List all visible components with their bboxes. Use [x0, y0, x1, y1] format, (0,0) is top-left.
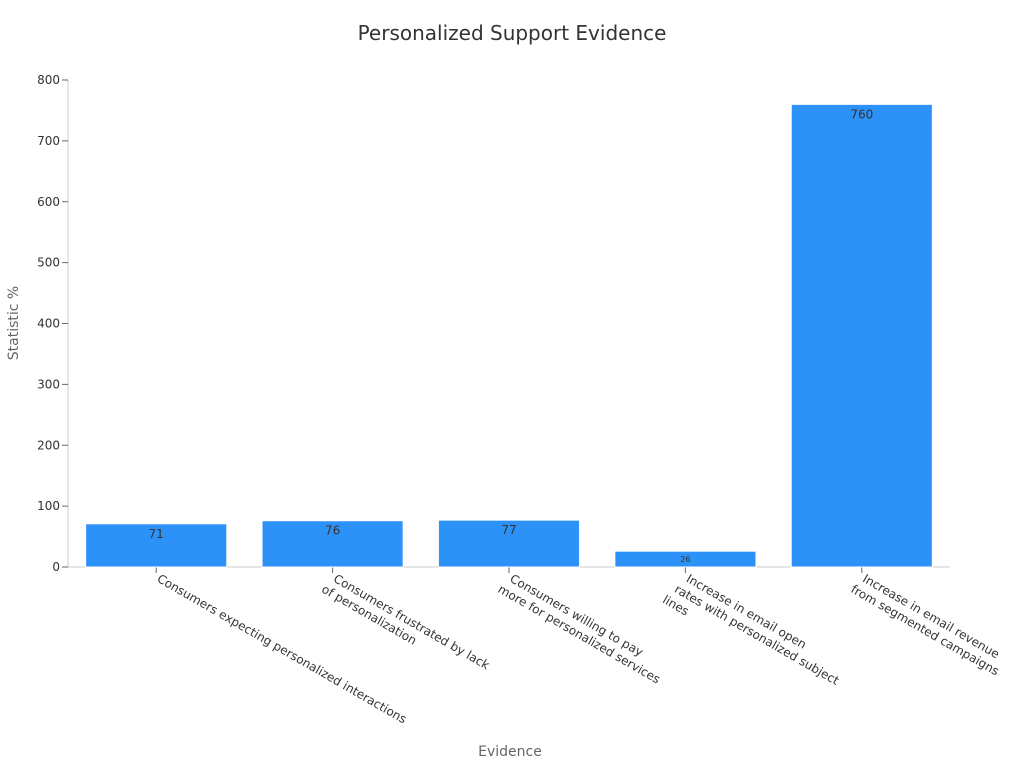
x-category-label: Consumers willing to paymore for persona…: [496, 569, 670, 686]
x-axis: [68, 566, 950, 573]
bar-data-label: 760: [850, 107, 873, 121]
bar: [790, 103, 933, 568]
y-tick-label: 800: [37, 73, 60, 87]
y-tick-label: 700: [37, 134, 60, 148]
y-tick-label: 0: [52, 560, 60, 574]
y-axis: 0 100 200 300 400 500 600 700 800: [37, 73, 69, 574]
bar: [437, 519, 581, 568]
x-category-label: Increase in email revenuefrom segmented …: [848, 569, 1009, 678]
bar-data-label: 76: [325, 524, 340, 538]
chart-title: Personalized Support Evidence: [358, 21, 667, 45]
y-tick-label: 100: [37, 499, 60, 513]
bar: [85, 523, 228, 568]
category-labels-group: Consumers expecting personalized interac…: [155, 566, 1009, 726]
y-axis-title: Statistic %: [6, 286, 22, 360]
bar: [261, 520, 404, 568]
bar-data-label: 77: [501, 523, 516, 537]
y-tick-label: 200: [37, 438, 60, 452]
x-category-label: Increase in email openrates with persona…: [660, 566, 849, 700]
bars-group: [85, 103, 933, 568]
y-tick-label: 600: [37, 195, 60, 209]
y-tick-label: 300: [37, 377, 60, 391]
y-tick-label: 400: [37, 317, 60, 331]
bar: [614, 550, 757, 568]
data-labels-group: 71 76 77 26 760: [149, 107, 874, 564]
y-tick-label: 500: [37, 256, 60, 270]
x-axis-title: Evidence: [478, 744, 542, 760]
bar-data-label: 71: [149, 527, 164, 541]
x-category-label: Consumers frustrated by lackof personali…: [319, 569, 492, 685]
bar-data-label: 26: [680, 555, 690, 564]
